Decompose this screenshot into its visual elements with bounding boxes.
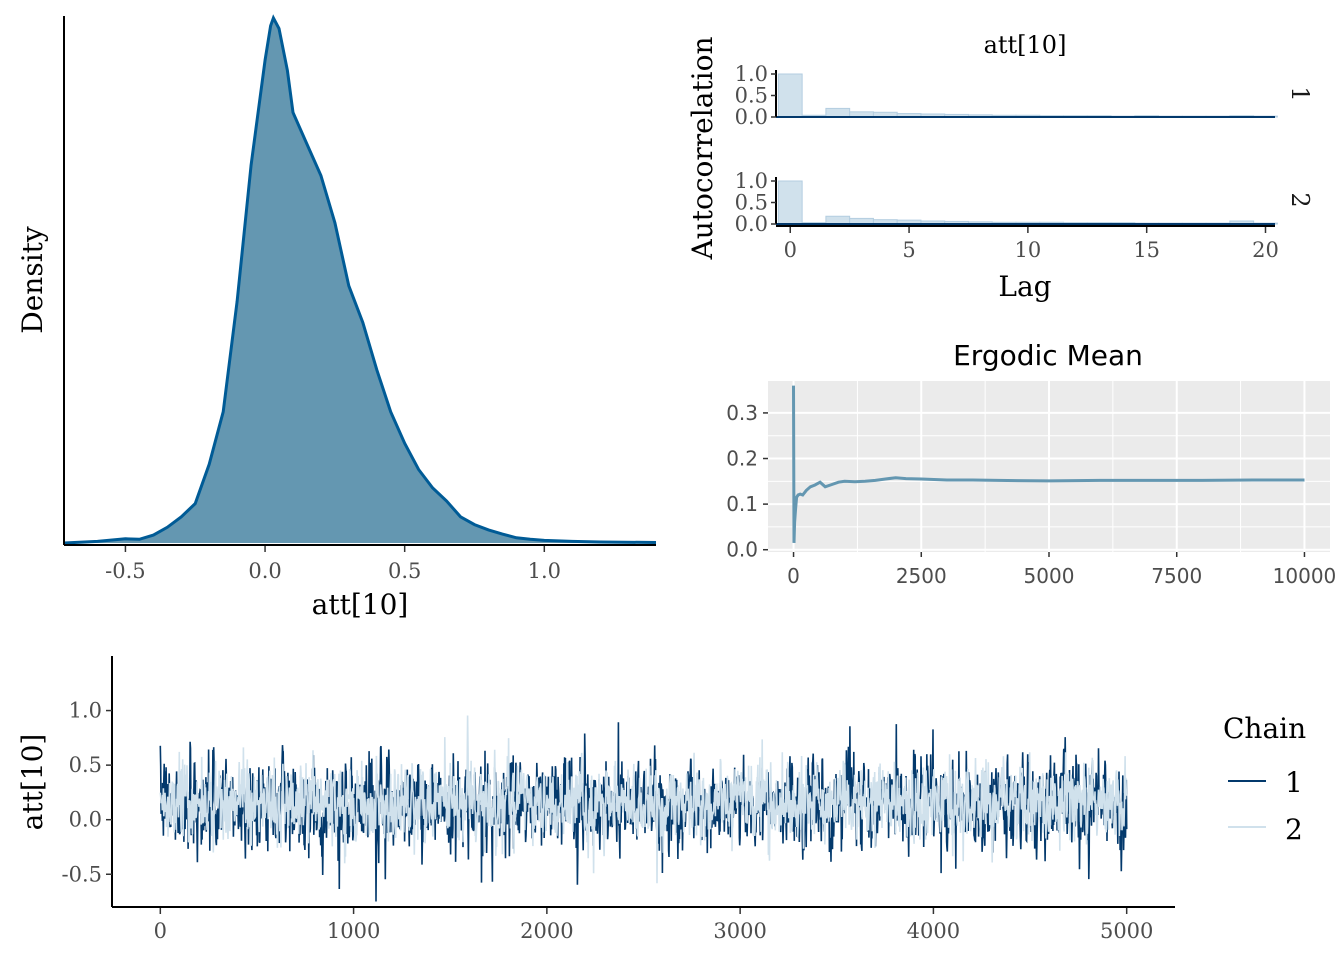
density-panel: -0.5 0.0 0.5 1.0 att[10] Density <box>16 14 657 621</box>
acf-bar <box>777 180 803 225</box>
acf-x-title: Lag <box>998 270 1051 303</box>
legend-title: Chain <box>1223 712 1306 745</box>
ergodic-x-tick-label: 10000 <box>1273 564 1337 588</box>
traceplot-panel: 0 1000 2000 3000 4000 5000 -0.5 0.0 0.5 1.0 att[1… <box>16 656 1306 943</box>
trace-x-tick-label: 5000 <box>1100 919 1153 943</box>
ergodic-title: Ergodic Mean <box>953 339 1143 372</box>
acf-facet-label: 1 <box>1286 86 1314 101</box>
acf-facet-label: 2 <box>1286 192 1314 207</box>
acf-x-tick-label: 15 <box>1133 238 1160 262</box>
ergodic-mean-line <box>792 385 1305 543</box>
acf-x-tick-label: 10 <box>1015 238 1042 262</box>
acf-bar <box>777 73 803 118</box>
trace-ticks: 0 1000 2000 3000 4000 5000 -0.5 0.0 0.5 1.0 <box>62 699 1154 943</box>
ergodic-y-tick-label: 0.3 <box>726 401 758 425</box>
acf-y-tick-label: 1.0 <box>735 169 768 193</box>
acf-bar <box>825 107 851 118</box>
ergodic-x-tick-label: 2500 <box>896 564 947 588</box>
density-x-title: att[10] <box>312 588 409 621</box>
density-x-tick-label: 1.0 <box>528 559 561 583</box>
trace-y-tick-label: -0.5 <box>62 862 103 886</box>
acf-strip-title: att[10] <box>984 31 1067 59</box>
trace-y-title: att[10] <box>16 734 49 831</box>
legend-label-chain-1: 1 <box>1285 766 1303 799</box>
acf-x-tick-label: 5 <box>902 238 915 262</box>
trace-x-tick-label: 0 <box>154 919 167 943</box>
acf-y-tick-label: 0.0 <box>735 105 768 129</box>
acf-x-tick-label: 0 <box>784 238 797 262</box>
acf-y-title: Autocorrelation <box>686 37 719 261</box>
trace-chain-2-line <box>159 715 1128 884</box>
trace-y-tick-label: 0.5 <box>69 753 102 777</box>
trace-y-tick-label: 0.0 <box>69 808 102 832</box>
trace-x-tick-label: 3000 <box>713 919 766 943</box>
density-x-tick-label: 0.0 <box>248 559 281 583</box>
acf-facets: 0.00.51.010.00.51.02 <box>735 62 1314 236</box>
ergodic-y-tick-label: 0.1 <box>726 492 758 516</box>
acf-bar <box>825 215 851 225</box>
ergodic-ticks: 0 2500 5000 7500 10000 0.0 0.1 0.2 0.3 <box>726 401 1336 588</box>
density-y-title: Density <box>16 226 49 334</box>
density-curve <box>63 14 657 545</box>
trace-x-tick-label: 2000 <box>520 919 573 943</box>
ergodic-y-tick-label: 0.0 <box>726 538 758 562</box>
density-x-ticks: -0.5 0.0 0.5 1.0 <box>105 546 561 583</box>
acf-y-tick-label: 0.5 <box>735 84 768 108</box>
trace-chain-1-line <box>159 722 1128 902</box>
ergodic-x-tick-label: 5000 <box>1024 564 1075 588</box>
acf-y-tick-label: 0.0 <box>735 212 768 236</box>
ergodic-x-tick-label: 0 <box>787 564 800 588</box>
trace-x-tick-label: 4000 <box>907 919 960 943</box>
trace-y-tick-label: 1.0 <box>69 699 102 723</box>
trace-legend: Chain 1 2 <box>1223 712 1306 846</box>
autocorrelation-panel: att[10] 0.00.51.010.00.51.02 0 5 10 15 20 La… <box>686 31 1314 303</box>
acf-x-ticks: 0 5 10 15 20 <box>776 225 1279 262</box>
acf-y-tick-label: 0.5 <box>735 191 768 215</box>
trace-x-tick-label: 1000 <box>327 919 380 943</box>
ergodic-y-tick-label: 0.2 <box>726 447 758 471</box>
density-x-tick-label: 0.5 <box>388 559 421 583</box>
acf-y-tick-label: 1.0 <box>735 62 768 86</box>
density-x-tick-label: -0.5 <box>105 559 146 583</box>
ergodic-mean-panel: Ergodic Mean 0 2500 5000 7500 10000 0.0 0.1 0.2… <box>726 339 1336 588</box>
density-area <box>64 18 656 543</box>
legend-label-chain-2: 2 <box>1285 813 1303 846</box>
acf-x-tick-label: 20 <box>1252 238 1279 262</box>
ergodic-x-tick-label: 7500 <box>1151 564 1202 588</box>
